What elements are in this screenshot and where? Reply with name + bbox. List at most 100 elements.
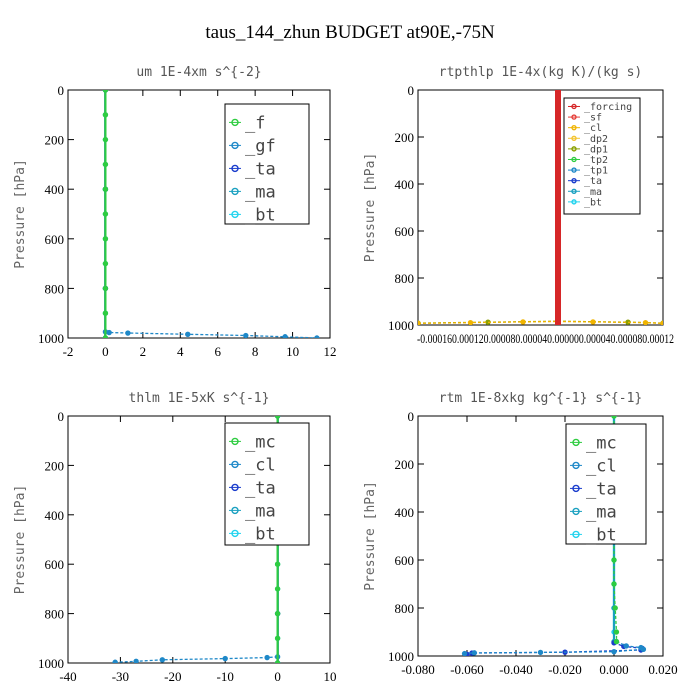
legend-entry: _cl <box>586 456 617 476</box>
legend: _mc _cl _ta _ma _bt <box>224 422 310 546</box>
data-point <box>274 586 281 592</box>
data-point <box>555 110 561 117</box>
x-tick-label: -40 <box>59 669 76 684</box>
data-point <box>471 650 478 656</box>
data-point <box>642 319 649 325</box>
data-point <box>102 260 109 267</box>
data-point <box>613 638 620 645</box>
data-point <box>590 319 596 325</box>
x-tick-label: 10 <box>286 344 299 359</box>
x-tick-label: 0.000 <box>599 662 628 677</box>
data-point <box>623 643 629 649</box>
x-tick-label: 6 <box>214 344 221 359</box>
data-point <box>185 331 191 337</box>
x-tick-label: -10 <box>217 669 234 684</box>
y-tick-label: 1000 <box>388 649 414 664</box>
chart-title: rtm 1E-8xkg kg^{-1} s^{-1} <box>439 391 643 406</box>
series-group <box>102 90 320 338</box>
x-tick-label: -0.020 <box>548 662 582 677</box>
page-title: taus_144_zhun BUDGET at90E,-75N <box>205 22 495 43</box>
data-point <box>611 648 617 655</box>
data-point <box>274 416 281 419</box>
data-point <box>555 251 561 258</box>
data-point <box>418 320 421 325</box>
series-line <box>464 641 646 655</box>
data-point <box>555 90 561 93</box>
data-point <box>274 561 281 567</box>
legend-entry: _bt <box>245 524 276 544</box>
legend-entry: _ta <box>584 176 602 187</box>
data-point <box>112 659 118 663</box>
y-axis-label: Pressure [hPa] <box>13 159 28 269</box>
y-tick-label: 600 <box>45 557 65 572</box>
data-point <box>102 236 109 242</box>
y-tick-label: 200 <box>45 458 65 473</box>
y-tick-label: 200 <box>395 457 415 472</box>
legend-entry: _dp1 <box>584 144 608 155</box>
x-tick-label: 0 <box>274 669 281 684</box>
legend-entry: _ta <box>586 479 617 499</box>
x-tick-label: -20 <box>164 669 181 684</box>
x-tick-label: 4 <box>177 344 184 359</box>
chart-title: thlm 1E-5xK s^{-1} <box>129 391 270 406</box>
y-tick-label: 800 <box>395 601 415 616</box>
data-point <box>612 605 618 611</box>
y-axis-label: Pressure [hPa] <box>13 485 28 595</box>
legend-entry: _ma <box>245 501 276 521</box>
y-tick-label: 600 <box>395 553 415 568</box>
legend-entry: _forcing <box>584 102 632 113</box>
data-point <box>611 557 617 563</box>
legend-entry: _dp2 <box>584 134 608 145</box>
data-point <box>243 332 249 338</box>
data-point <box>159 657 166 663</box>
data-point <box>133 658 139 663</box>
data-point <box>222 655 228 662</box>
series-line <box>115 656 278 663</box>
chart-panel-4: rtm 1E-8xkg kg^{-1} s^{-1} Pressure [hPa]… <box>363 391 678 677</box>
legend: _mc _cl _ta _ma _bt <box>565 423 647 545</box>
legend-entry: _bt <box>586 525 617 545</box>
y-axis-label: Pressure [hPa] <box>363 153 378 263</box>
data-point <box>640 646 647 652</box>
legend-entry: _ma <box>245 182 276 202</box>
legend-entry: _cl <box>245 455 276 475</box>
x-tick-label: 2 <box>140 344 147 359</box>
legend-entry: _f <box>245 113 265 133</box>
plot-frame <box>417 415 664 657</box>
y-tick-label: 0 <box>408 83 415 98</box>
y-tick-label: 600 <box>45 232 65 247</box>
x-tick-label: -30 <box>112 669 129 684</box>
plot-frame <box>67 415 331 664</box>
chart-title: rtpthlp 1E-4x(kg K)/(kg s) <box>439 65 643 80</box>
plot-frame <box>417 89 664 326</box>
x-tick-labels: -0.000160.000120.000080.000040.000000.00… <box>417 331 674 346</box>
x-tick-label: 0 <box>102 344 109 359</box>
y-tick-label: 200 <box>45 133 65 148</box>
series-group <box>418 90 663 325</box>
data-point <box>611 416 617 419</box>
y-tick-label: 1000 <box>38 331 64 346</box>
legend-entry: _sf <box>584 113 602 124</box>
data-point <box>555 157 561 164</box>
data-point <box>520 319 526 325</box>
data-point <box>106 329 112 336</box>
chart-title: um 1E-4xm s^{-2} <box>136 65 261 80</box>
y-tick-label: 0 <box>58 409 65 424</box>
data-point <box>102 112 109 118</box>
legend-box <box>224 103 310 225</box>
data-point <box>660 320 663 325</box>
x-tick-label: -0.080 <box>401 662 435 677</box>
chart-panel-3: thlm 1E-5xK s^{-1} Pressure [hPa] 0 200 400 6… <box>13 391 337 684</box>
chart-panel-1: um 1E-4xm s^{-2} Pressure [hPa] 0 200 400 600… <box>13 65 337 359</box>
data-point <box>264 654 270 661</box>
y-tick-label: 0 <box>58 83 65 98</box>
data-point <box>102 285 109 292</box>
legend-entry: _mc <box>245 432 276 452</box>
data-point <box>125 330 131 336</box>
data-point <box>467 319 474 325</box>
data-point <box>555 298 561 305</box>
data-point <box>102 136 109 143</box>
legend: _forcing_sf_cl_dp2_dp1_tp2_tp1_ta_ma_bt <box>563 97 641 215</box>
legend-entry: _tp2 <box>584 155 608 166</box>
